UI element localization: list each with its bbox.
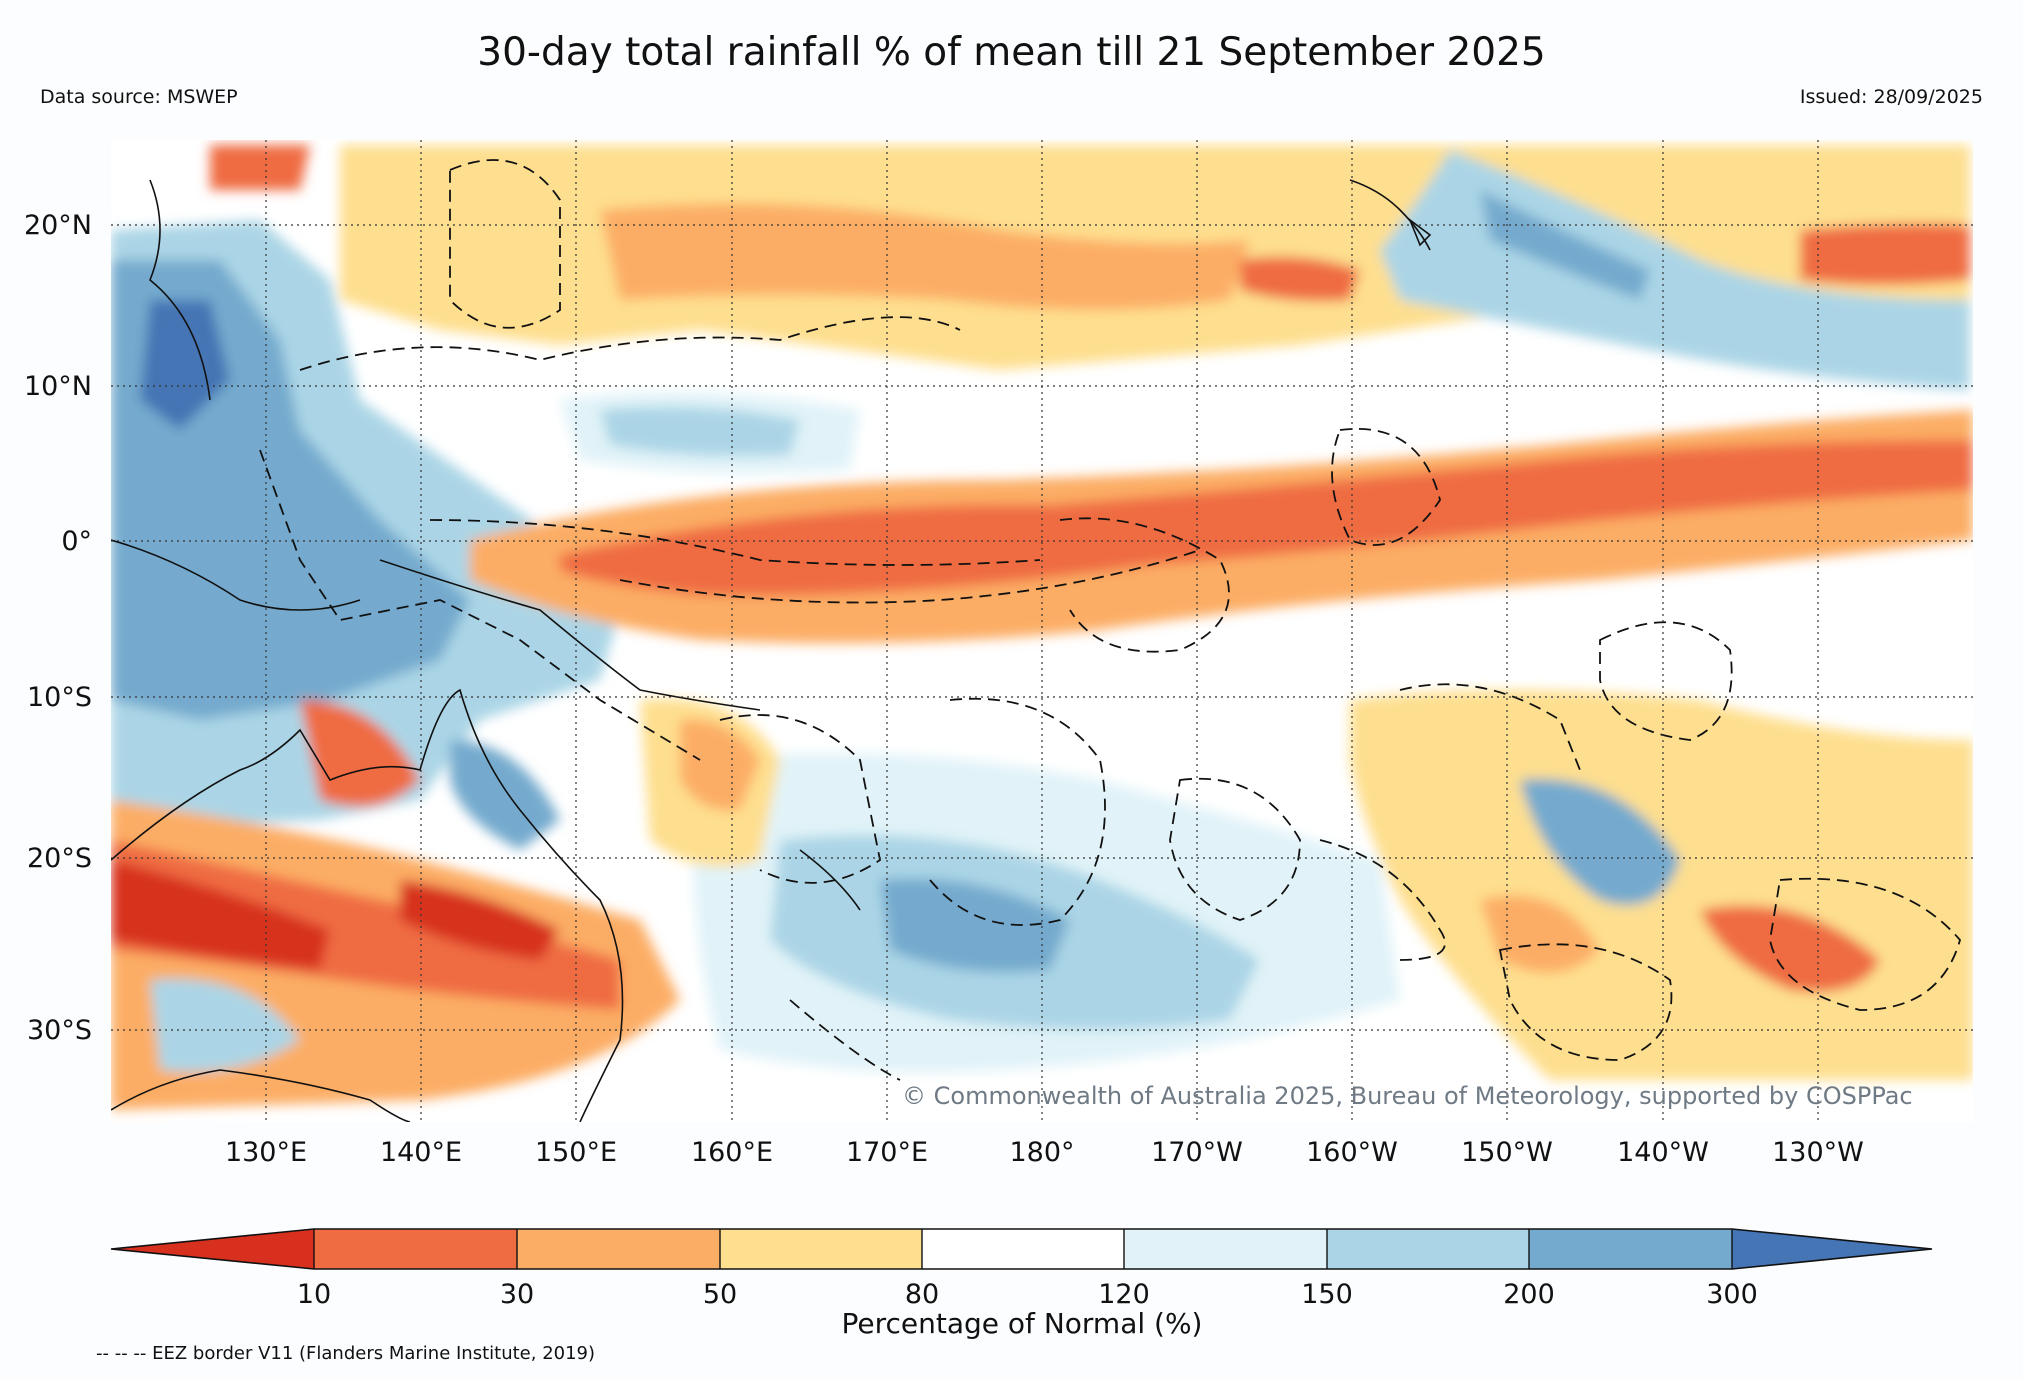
lon-tick-label: 130°W — [1772, 1137, 1864, 1168]
colorbar-tick-label: 300 — [1706, 1279, 1758, 1310]
longitude-tick-labels: 130°E 140°E 150°E 160°E 170°E 180° 170°W… — [225, 1137, 1864, 1168]
colorbar: 10 30 50 80 120 150 200 300 Percentage o… — [110, 1228, 1933, 1340]
lat-tick-label: 10°S — [27, 682, 92, 713]
lon-tick-label: 160°E — [691, 1137, 773, 1168]
eez-border-lines — [259, 159, 1961, 1081]
colorbar-title: Percentage of Normal (%) — [842, 1307, 1203, 1340]
lat-tick-label: 30°S — [27, 1015, 92, 1046]
map-title: 30-day total rainfall % of mean till 21 … — [477, 30, 1546, 75]
colorbar-tick-label: 30 — [500, 1279, 534, 1310]
colorbar-upper-extension — [1732, 1229, 1932, 1269]
latitude-tick-labels: 20°N 10°N 0° 10°S 20°S 30°S — [24, 210, 92, 1046]
lat-tick-label: 20°N — [24, 210, 92, 241]
lat-tick-label: 20°S — [27, 843, 92, 874]
colorbar-segment — [922, 1229, 1124, 1269]
copyright-watermark: © Commonwealth of Australia 2025, Bureau… — [902, 1082, 1913, 1110]
lon-tick-label: 150°E — [535, 1137, 617, 1168]
lat-tick-label: 10°N — [24, 371, 92, 402]
graticule — [111, 140, 1973, 1122]
lon-tick-label: 140°W — [1617, 1137, 1709, 1168]
colorbar-tick-label: 150 — [1301, 1279, 1353, 1310]
eez-footnote: -- -- -- EEZ border V11 (Flanders Marine… — [96, 1343, 596, 1364]
colorbar-segment — [1529, 1229, 1732, 1269]
colorbar-segment — [517, 1229, 720, 1269]
lon-tick-label: 180° — [1009, 1137, 1074, 1168]
colorbar-tick-label: 200 — [1503, 1279, 1555, 1310]
colorbar-lower-extension — [111, 1229, 314, 1269]
colorbar-tick-label: 80 — [905, 1279, 939, 1310]
lon-tick-label: 170°E — [846, 1137, 928, 1168]
lon-tick-label: 150°W — [1461, 1137, 1553, 1168]
data-source-label: Data source: MSWEP — [40, 86, 238, 108]
colorbar-segment — [1327, 1229, 1529, 1269]
lat-tick-label: 0° — [61, 526, 92, 557]
rainfall-anomaly-field — [111, 140, 1973, 1122]
colorbar-tick-label: 50 — [703, 1279, 737, 1310]
colorbar-segment — [720, 1229, 922, 1269]
lon-tick-label: 140°E — [380, 1137, 462, 1168]
lon-tick-label: 130°E — [225, 1137, 307, 1168]
colorbar-segment — [1124, 1229, 1327, 1269]
issued-date-label: Issued: 28/09/2025 — [1799, 86, 1983, 108]
colorbar-segment — [314, 1229, 517, 1269]
lon-tick-label: 170°W — [1151, 1137, 1243, 1168]
lon-tick-label: 160°W — [1306, 1137, 1398, 1168]
colorbar-tick-label: 10 — [297, 1279, 331, 1310]
coastlines — [111, 179, 1432, 1122]
colorbar-tick-label: 120 — [1098, 1279, 1150, 1310]
